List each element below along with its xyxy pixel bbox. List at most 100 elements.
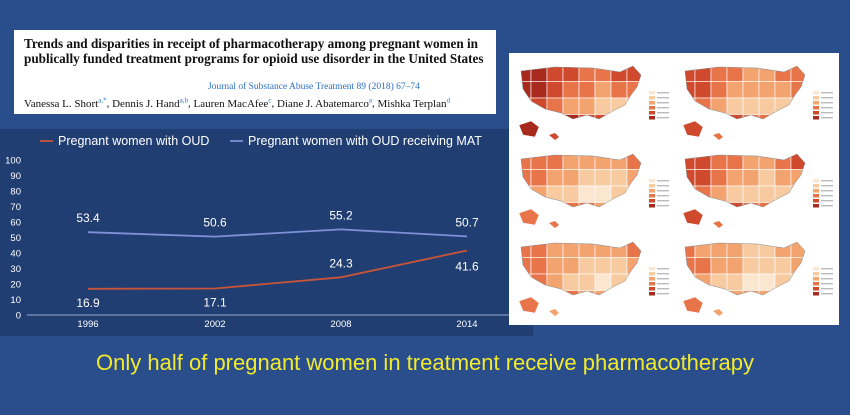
state-region: [530, 66, 548, 82]
y-tick-label: 70: [10, 202, 21, 213]
legend-text-line: [657, 200, 669, 202]
data-label: 24.3: [329, 256, 353, 270]
state-cells: [521, 154, 641, 207]
state-region: [685, 154, 696, 170]
state-region: [546, 290, 564, 295]
legend-text-line: [821, 102, 833, 104]
legend-text-line: [821, 185, 833, 187]
state-region: [610, 81, 628, 99]
state-region: [530, 169, 548, 187]
y-tick-label: 60: [10, 218, 21, 229]
state-region: [530, 154, 548, 170]
state-region: [610, 202, 628, 207]
legend-swatch: [813, 204, 819, 208]
state-region: [742, 257, 760, 275]
y-tick-label: 20: [10, 280, 21, 291]
state-region: [758, 257, 776, 275]
state-region: [726, 114, 744, 119]
state-region: [685, 81, 696, 99]
alaska: [682, 120, 704, 138]
legend-text-line: [657, 97, 669, 99]
legend-swatch: [649, 96, 655, 100]
us-map: [518, 65, 669, 140]
legend-swatch: [649, 199, 655, 203]
x-tick-label: 1996: [77, 319, 98, 330]
data-label: 53.4: [76, 211, 100, 225]
state-region: [578, 273, 596, 291]
data-label: 17.1: [203, 295, 227, 309]
state-region: [610, 185, 628, 203]
state-region: [610, 154, 628, 170]
legend-swatch: [649, 116, 655, 120]
state-region: [726, 257, 744, 275]
state-region: [710, 97, 728, 115]
state-region: [774, 257, 792, 275]
legend-swatch: [813, 282, 819, 286]
us-map: [682, 65, 833, 140]
state-region: [521, 81, 532, 99]
legend-text-line: [657, 180, 669, 182]
legend-swatch: [649, 287, 655, 291]
map-outline: [684, 65, 806, 120]
state-region: [685, 66, 696, 82]
state-region: [726, 290, 744, 295]
x-tick-label: 2002: [204, 319, 225, 330]
state-region: [562, 169, 580, 187]
author-name: Dennis J. Handa,b: [112, 96, 188, 110]
state-region: [685, 242, 696, 258]
state-region: [546, 97, 564, 115]
legend-swatch: [649, 204, 655, 208]
author-list: Vanessa L. Shorta,*, Dennis J. Handa,b, …: [24, 96, 450, 110]
state-region: [710, 273, 728, 291]
state-region: [694, 66, 712, 82]
state-region: [790, 290, 805, 295]
state-region: [521, 242, 532, 258]
legend-swatch: [649, 272, 655, 276]
legend-text-line: [821, 205, 833, 207]
y-tick-label: 10: [10, 295, 21, 306]
legend-text-line: [657, 190, 669, 192]
legend-text-line: [657, 293, 669, 295]
legend-swatch: [813, 292, 819, 296]
state-region: [610, 242, 628, 258]
state-region: [710, 290, 728, 295]
legend-text-line: [657, 117, 669, 119]
state-region: [610, 66, 628, 82]
legend-swatch: [813, 287, 819, 291]
state-region: [521, 154, 532, 170]
journal-reference: Journal of Substance Abuse Treatment 89 …: [208, 82, 420, 92]
state-region: [626, 202, 641, 207]
state-region: [562, 273, 580, 291]
state-region: [610, 169, 628, 187]
state-region: [742, 81, 760, 99]
state-region: [774, 97, 792, 115]
alaska: [682, 208, 704, 226]
state-region: [626, 114, 641, 119]
state-region: [694, 257, 712, 275]
state-region: [758, 97, 776, 115]
legend-text-line: [821, 200, 833, 202]
state-region: [774, 169, 792, 187]
legend-text-line: [821, 273, 833, 275]
state-region: [562, 97, 580, 115]
state-region: [594, 97, 612, 115]
legend-text-line: [657, 92, 669, 94]
alaska: [518, 208, 540, 226]
state-region: [790, 202, 805, 207]
state-region: [758, 273, 776, 291]
state-region: [726, 273, 744, 291]
author-affiliation: a,b: [179, 96, 188, 104]
state-region: [594, 66, 612, 82]
legend-swatch: [649, 277, 655, 281]
author-name: Diane J. Abatemarcoa: [276, 96, 372, 110]
state-region: [742, 97, 760, 115]
state-region: [594, 154, 612, 170]
state-region: [594, 257, 612, 275]
state-region: [530, 185, 548, 203]
paper-title: Trends and disparities in receipt of pha…: [24, 36, 484, 66]
data-label: 41.6: [455, 260, 479, 274]
hawaii: [713, 133, 723, 140]
hawaii: [549, 309, 559, 316]
y-tick-label: 80: [10, 187, 21, 198]
state-region: [562, 185, 580, 203]
